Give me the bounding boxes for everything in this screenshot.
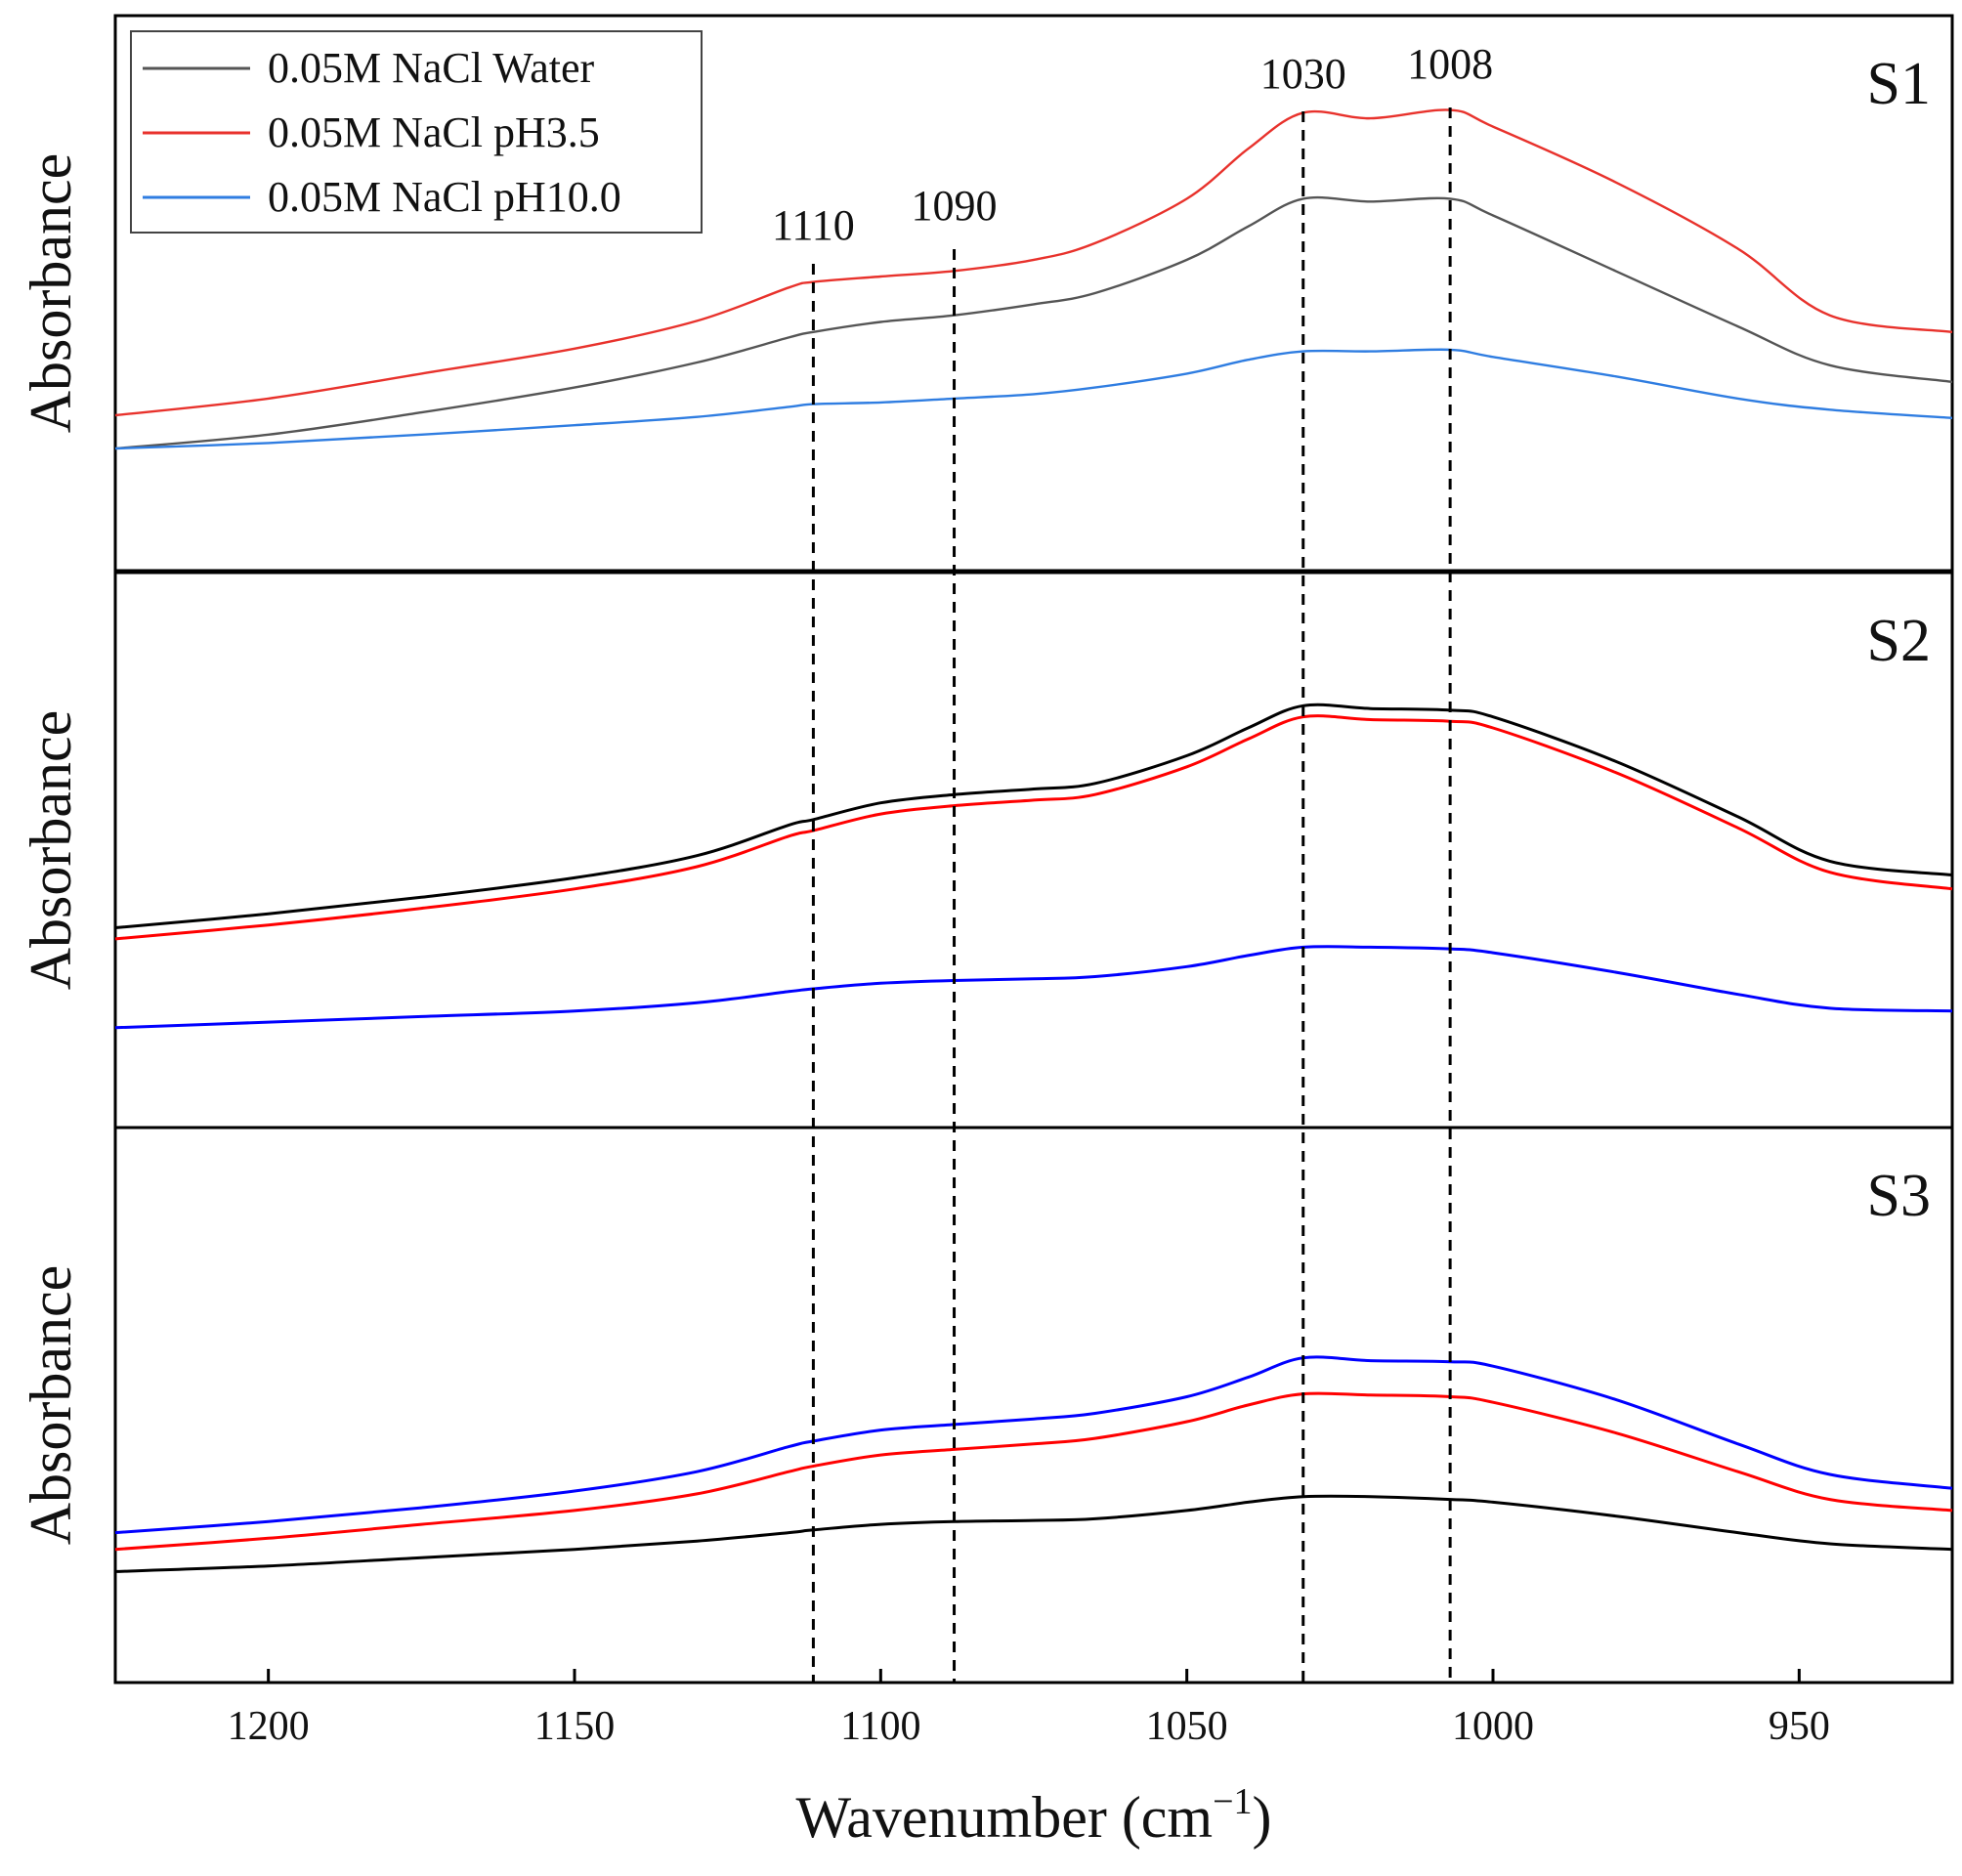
x-tick-label-1000: 1000 <box>1452 1704 1534 1749</box>
peak-label-1090: 1090 <box>912 182 998 230</box>
x-axis-title-main: Wavenumber (cm <box>795 1785 1213 1850</box>
x-axis-title-suffix: ) <box>1253 1785 1272 1850</box>
panel-label-s1: S1 <box>1867 51 1931 117</box>
x-tick-label-1050: 1050 <box>1146 1704 1228 1749</box>
peak-label-1110: 1110 <box>772 201 855 249</box>
series-line-s1-3 <box>114 348 1953 450</box>
panel-label-s3: S3 <box>1867 1163 1931 1229</box>
x-axis-title: Wavenumber (cm−1) <box>795 1781 1271 1850</box>
series-line-s2-3 <box>114 945 1953 1030</box>
x-axis-title-superscript: −1 <box>1213 1781 1252 1822</box>
y-axis-title-2: Absorbance <box>19 710 83 991</box>
panel-frame-2 <box>113 571 1954 1130</box>
panel-label-s2: S2 <box>1867 608 1931 674</box>
series-line-s2-1 <box>114 703 1953 929</box>
x-tick-label-950: 950 <box>1769 1704 1830 1749</box>
panel-frame-1 <box>113 14 1954 573</box>
series-line-s3-2 <box>114 1391 1953 1552</box>
legend-label-1: 0.05M NaCl Water <box>268 44 594 92</box>
x-tick-label-1100: 1100 <box>840 1704 920 1749</box>
series-line-s2-2 <box>114 714 1953 941</box>
legend-label-3: 0.05M NaCl pH10.0 <box>268 173 621 221</box>
peak-label-1030: 1030 <box>1260 50 1346 98</box>
y-axis-title-3: Absorbance <box>19 1265 83 1546</box>
x-tick-label-1150: 1150 <box>534 1704 615 1749</box>
peak-label-1008: 1008 <box>1407 40 1493 88</box>
y-axis-title-1: Absorbance <box>19 153 83 434</box>
series-line-s1-2 <box>114 108 1953 417</box>
series-line-s3-3 <box>114 1355 1953 1535</box>
legend-label-2: 0.05M NaCl pH3.5 <box>268 108 600 156</box>
series-line-s1-1 <box>114 195 1953 450</box>
series-line-s3-1 <box>114 1494 1953 1573</box>
panel-frame-3 <box>113 1126 1954 1684</box>
x-tick-label-1200: 1200 <box>228 1704 310 1749</box>
